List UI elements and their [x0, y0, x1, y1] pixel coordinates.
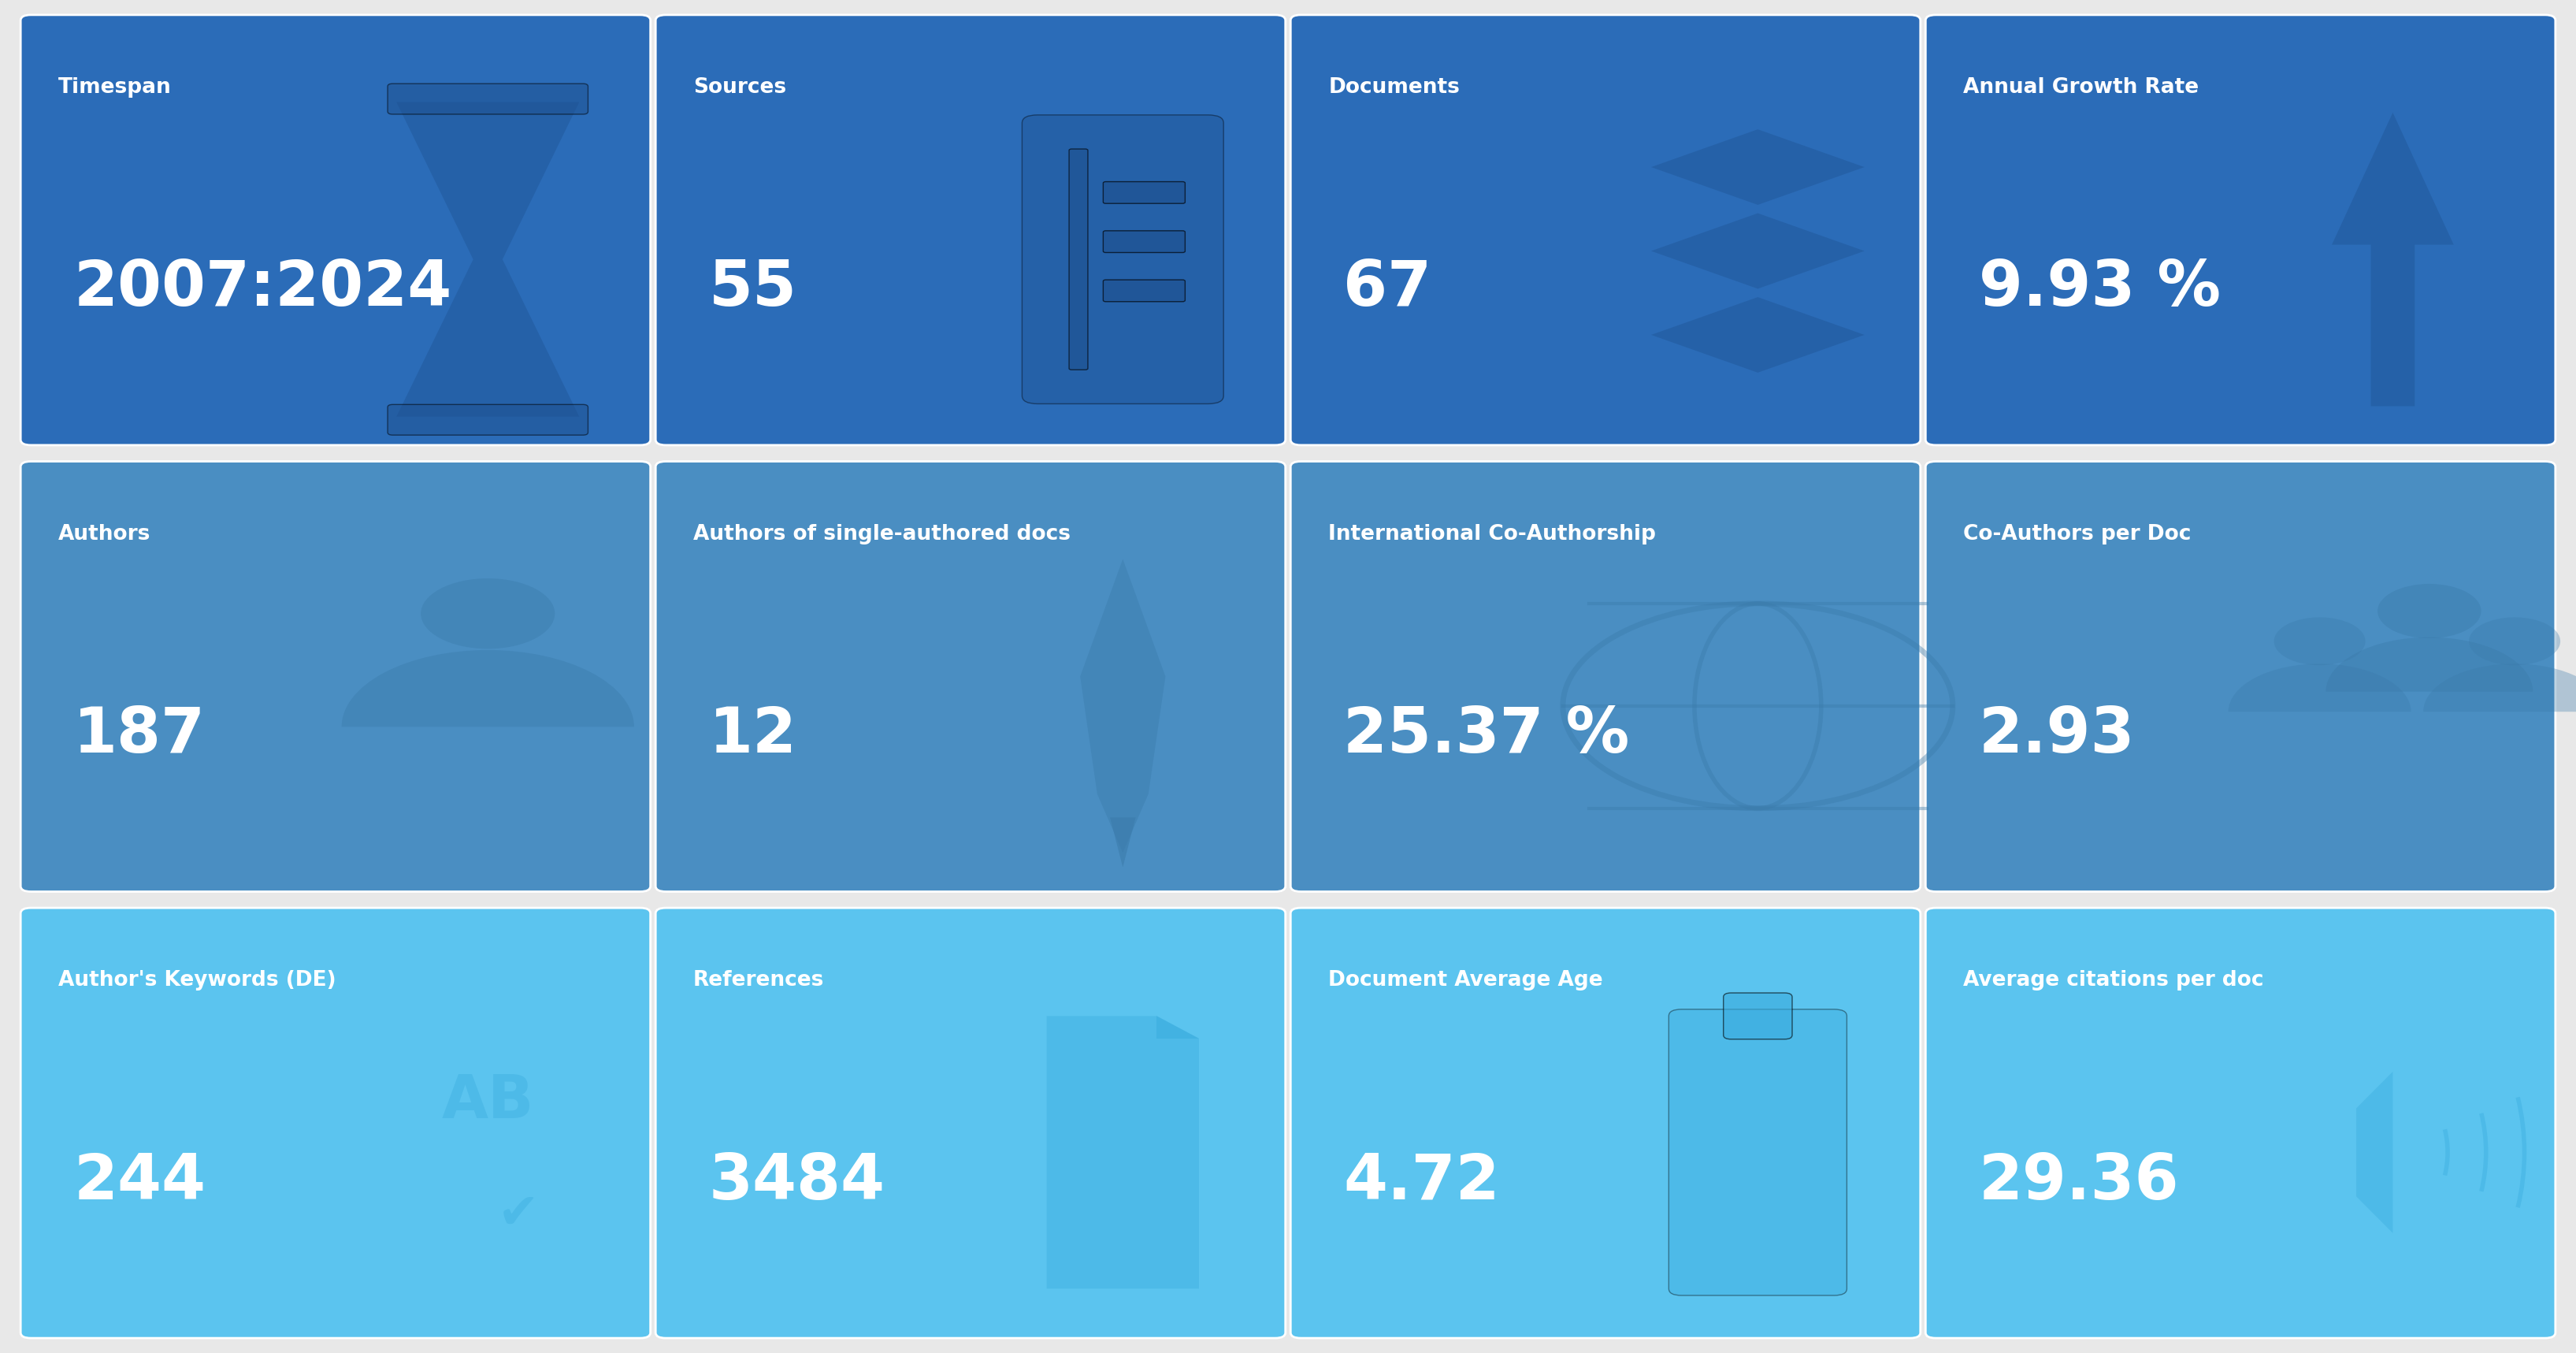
- Text: AB: AB: [440, 1073, 533, 1131]
- FancyBboxPatch shape: [21, 15, 649, 445]
- Polygon shape: [1651, 214, 1865, 288]
- Circle shape: [2468, 617, 2561, 666]
- FancyBboxPatch shape: [21, 908, 649, 1338]
- Polygon shape: [1079, 559, 1164, 852]
- Wedge shape: [343, 649, 634, 727]
- Text: Timespan: Timespan: [59, 77, 173, 97]
- FancyBboxPatch shape: [654, 908, 1285, 1338]
- Text: Sources: Sources: [693, 77, 786, 97]
- Text: 67: 67: [1345, 258, 1432, 319]
- FancyBboxPatch shape: [1069, 149, 1087, 369]
- FancyBboxPatch shape: [1103, 280, 1185, 302]
- FancyBboxPatch shape: [1927, 461, 2555, 892]
- FancyBboxPatch shape: [1291, 15, 1922, 445]
- FancyBboxPatch shape: [1291, 461, 1922, 892]
- Polygon shape: [397, 260, 580, 417]
- FancyBboxPatch shape: [1023, 115, 1224, 403]
- Text: 3484: 3484: [708, 1151, 886, 1212]
- Text: Average citations per doc: Average citations per doc: [1963, 970, 2264, 990]
- Text: Authors of single-authored docs: Authors of single-authored docs: [693, 524, 1072, 544]
- FancyBboxPatch shape: [1103, 181, 1185, 203]
- Circle shape: [420, 578, 554, 649]
- Text: Annual Growth Rate: Annual Growth Rate: [1963, 77, 2200, 97]
- Polygon shape: [1651, 298, 1865, 372]
- Polygon shape: [1157, 1016, 1198, 1039]
- Text: Authors: Authors: [59, 524, 152, 544]
- Text: 55: 55: [708, 258, 796, 319]
- Polygon shape: [1651, 130, 1865, 204]
- FancyBboxPatch shape: [1669, 1009, 1847, 1295]
- FancyBboxPatch shape: [1927, 908, 2555, 1338]
- Text: 12: 12: [708, 705, 796, 766]
- FancyBboxPatch shape: [386, 405, 587, 436]
- Polygon shape: [397, 101, 580, 260]
- Text: References: References: [693, 970, 824, 990]
- Text: ✔: ✔: [497, 1192, 538, 1239]
- FancyBboxPatch shape: [654, 15, 1285, 445]
- FancyBboxPatch shape: [1723, 993, 1793, 1039]
- Text: Co-Authors per Doc: Co-Authors per Doc: [1963, 524, 2192, 544]
- FancyBboxPatch shape: [1927, 15, 2555, 445]
- Text: Documents: Documents: [1329, 77, 1461, 97]
- Text: 187: 187: [75, 705, 206, 766]
- Text: 4.72: 4.72: [1345, 1151, 1499, 1212]
- Text: 29.36: 29.36: [1978, 1151, 2179, 1212]
- Polygon shape: [2331, 112, 2455, 406]
- Circle shape: [2275, 617, 2365, 666]
- Circle shape: [2378, 584, 2481, 639]
- Text: 2.93: 2.93: [1978, 705, 2136, 766]
- FancyBboxPatch shape: [386, 84, 587, 114]
- Text: 244: 244: [75, 1151, 206, 1212]
- FancyBboxPatch shape: [21, 461, 649, 892]
- Wedge shape: [2326, 637, 2532, 691]
- FancyBboxPatch shape: [1103, 231, 1185, 253]
- Text: 2007:2024: 2007:2024: [75, 258, 451, 319]
- Text: 9.93 %: 9.93 %: [1978, 258, 2221, 319]
- Polygon shape: [1110, 817, 1136, 867]
- Wedge shape: [2228, 664, 2411, 712]
- Text: International Co-Authorship: International Co-Authorship: [1329, 524, 1656, 544]
- Wedge shape: [2424, 664, 2576, 712]
- Text: 25.37 %: 25.37 %: [1345, 705, 1631, 766]
- FancyBboxPatch shape: [654, 461, 1285, 892]
- Text: Document Average Age: Document Average Age: [1329, 970, 1602, 990]
- Text: Author's Keywords (DE): Author's Keywords (DE): [59, 970, 335, 990]
- Polygon shape: [2357, 1072, 2393, 1233]
- FancyBboxPatch shape: [1291, 908, 1922, 1338]
- Polygon shape: [1046, 1016, 1198, 1288]
